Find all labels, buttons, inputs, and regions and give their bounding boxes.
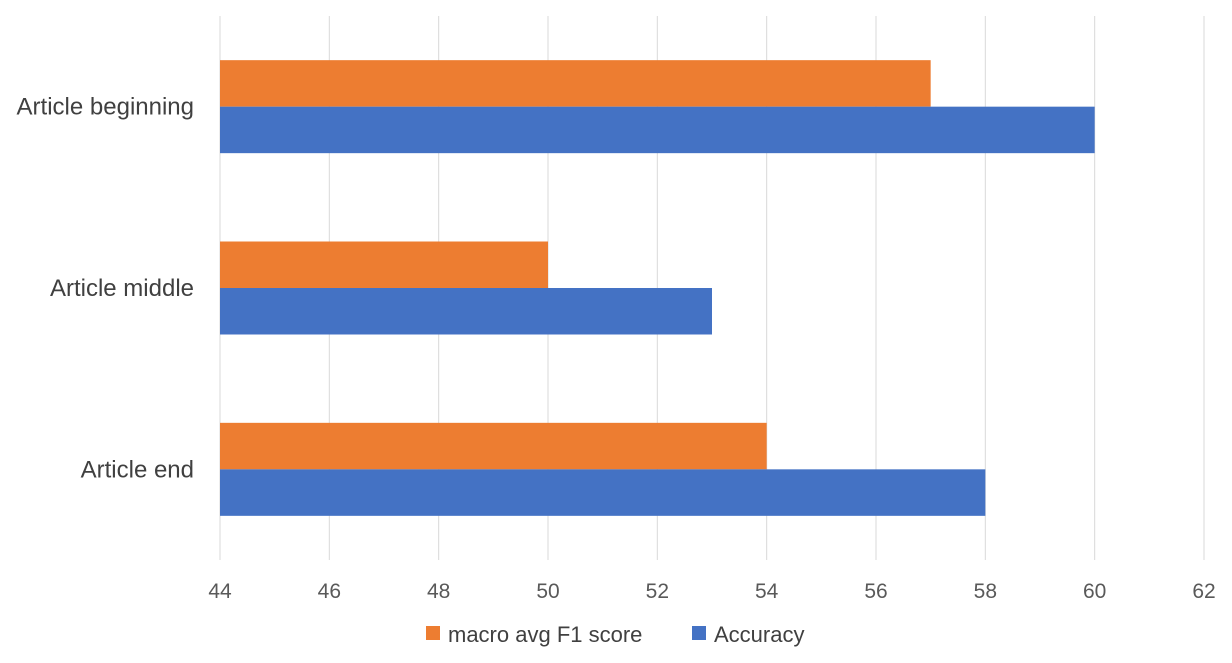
legend-label: macro avg F1 score bbox=[448, 622, 642, 647]
legend: macro avg F1 score Accuracy bbox=[426, 622, 804, 647]
x-tick-label: 60 bbox=[1083, 580, 1106, 603]
bar bbox=[220, 241, 548, 288]
legend-swatch bbox=[692, 626, 706, 640]
bar bbox=[220, 469, 986, 516]
legend-label: Accuracy bbox=[714, 622, 804, 647]
bar bbox=[220, 60, 931, 107]
x-tick-label: 54 bbox=[755, 580, 779, 603]
category-labels: Article beginning Article middle Article e… bbox=[17, 94, 194, 484]
category-label: Article end bbox=[81, 456, 194, 483]
x-tick-label: 56 bbox=[864, 580, 887, 603]
x-tick-label: 50 bbox=[536, 580, 559, 603]
x-tick-label: 48 bbox=[427, 580, 450, 603]
category-label: Article middle bbox=[50, 275, 194, 302]
bar bbox=[220, 422, 767, 470]
bar bbox=[220, 288, 712, 335]
x-tick-label: 44 bbox=[208, 580, 232, 603]
x-tick-label: 52 bbox=[646, 580, 669, 603]
legend-swatch bbox=[426, 626, 440, 640]
x-tick-label: 58 bbox=[974, 580, 997, 603]
x-axis-tick-labels: 44 46 48 50 52 54 56 58 60 62 bbox=[208, 580, 1215, 603]
x-tick-label: 46 bbox=[318, 580, 341, 603]
x-tick-label: 62 bbox=[1192, 580, 1215, 603]
category-label: Article beginning bbox=[17, 94, 194, 121]
bar bbox=[220, 106, 1095, 154]
bars bbox=[220, 60, 1095, 516]
